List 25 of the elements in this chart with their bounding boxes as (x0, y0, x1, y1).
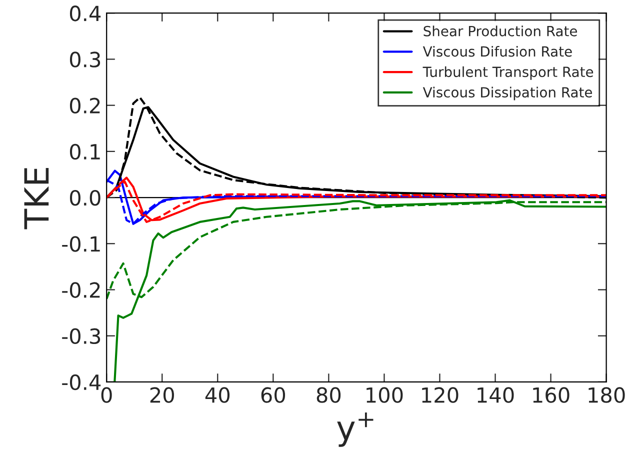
x-axis-title: y$^{+}$ (337, 412, 374, 447)
y-tick-label: 0.3 (70, 52, 100, 68)
y-tick-label: 0.1 (70, 144, 100, 160)
x-tick-label: 80 (316, 387, 341, 403)
x-tick-label: 0 (101, 387, 112, 403)
x-tick-label: 20 (150, 387, 174, 403)
x-tick-label: 100 (366, 387, 403, 403)
legend-label: Viscous Difusion Rate (422, 46, 572, 57)
legend-label: Turbulent Transport Rate (422, 66, 594, 80)
x-tick-label: 40 (205, 387, 230, 403)
x-tick-label: 60 (261, 387, 286, 403)
legend-label: Shear Production Rate (424, 26, 578, 36)
x-tick-label: 160 (533, 387, 570, 403)
y-tick-label: -0.3 (62, 328, 100, 344)
y-tick-label: 0.2 (70, 98, 100, 114)
y-tick-label: 0.4 (70, 6, 101, 22)
x-tick-label: 140 (478, 387, 514, 403)
x-tick-label: 120 (422, 387, 458, 403)
legend-label: Viscous Dissipation Rate (422, 86, 592, 100)
y-axis-title: TKE (24, 168, 49, 230)
y-tick-label: -0.1 (62, 236, 100, 252)
y-tick-label: -0.2 (62, 282, 100, 298)
y-tick-label: -0.4 (62, 374, 101, 390)
y-tick-label: 0.0 (70, 190, 100, 206)
x-tick-label: 180 (588, 387, 625, 403)
